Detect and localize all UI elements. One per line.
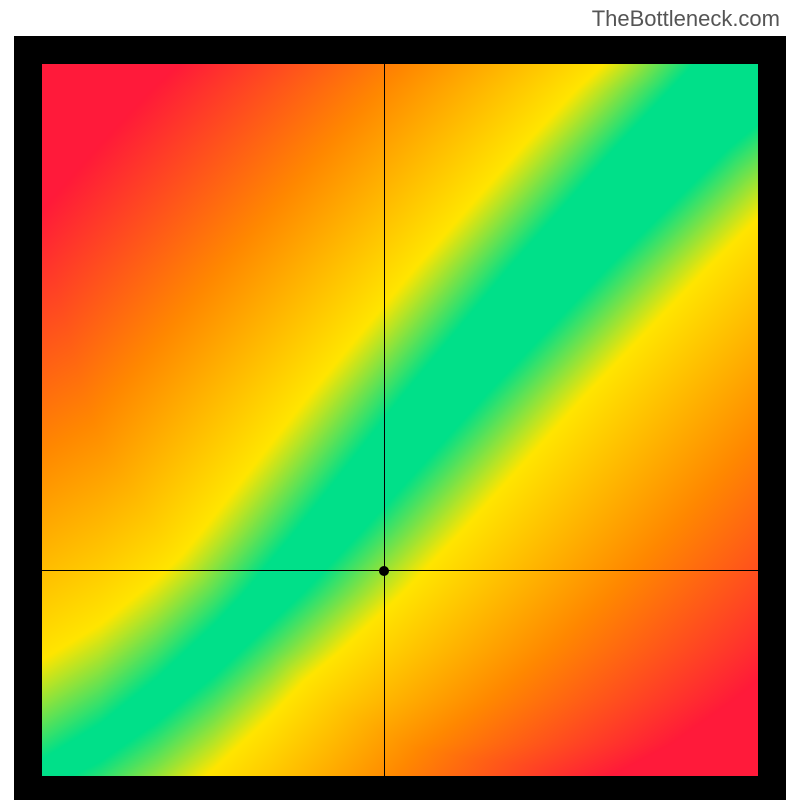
crosshair-vertical xyxy=(384,64,385,776)
crosshair-horizontal xyxy=(42,570,758,571)
bottleneck-heatmap xyxy=(42,64,758,776)
watermark-text: TheBottleneck.com xyxy=(592,6,780,32)
chart-container: { "meta": { "watermark": "TheBottleneck.… xyxy=(0,0,800,800)
